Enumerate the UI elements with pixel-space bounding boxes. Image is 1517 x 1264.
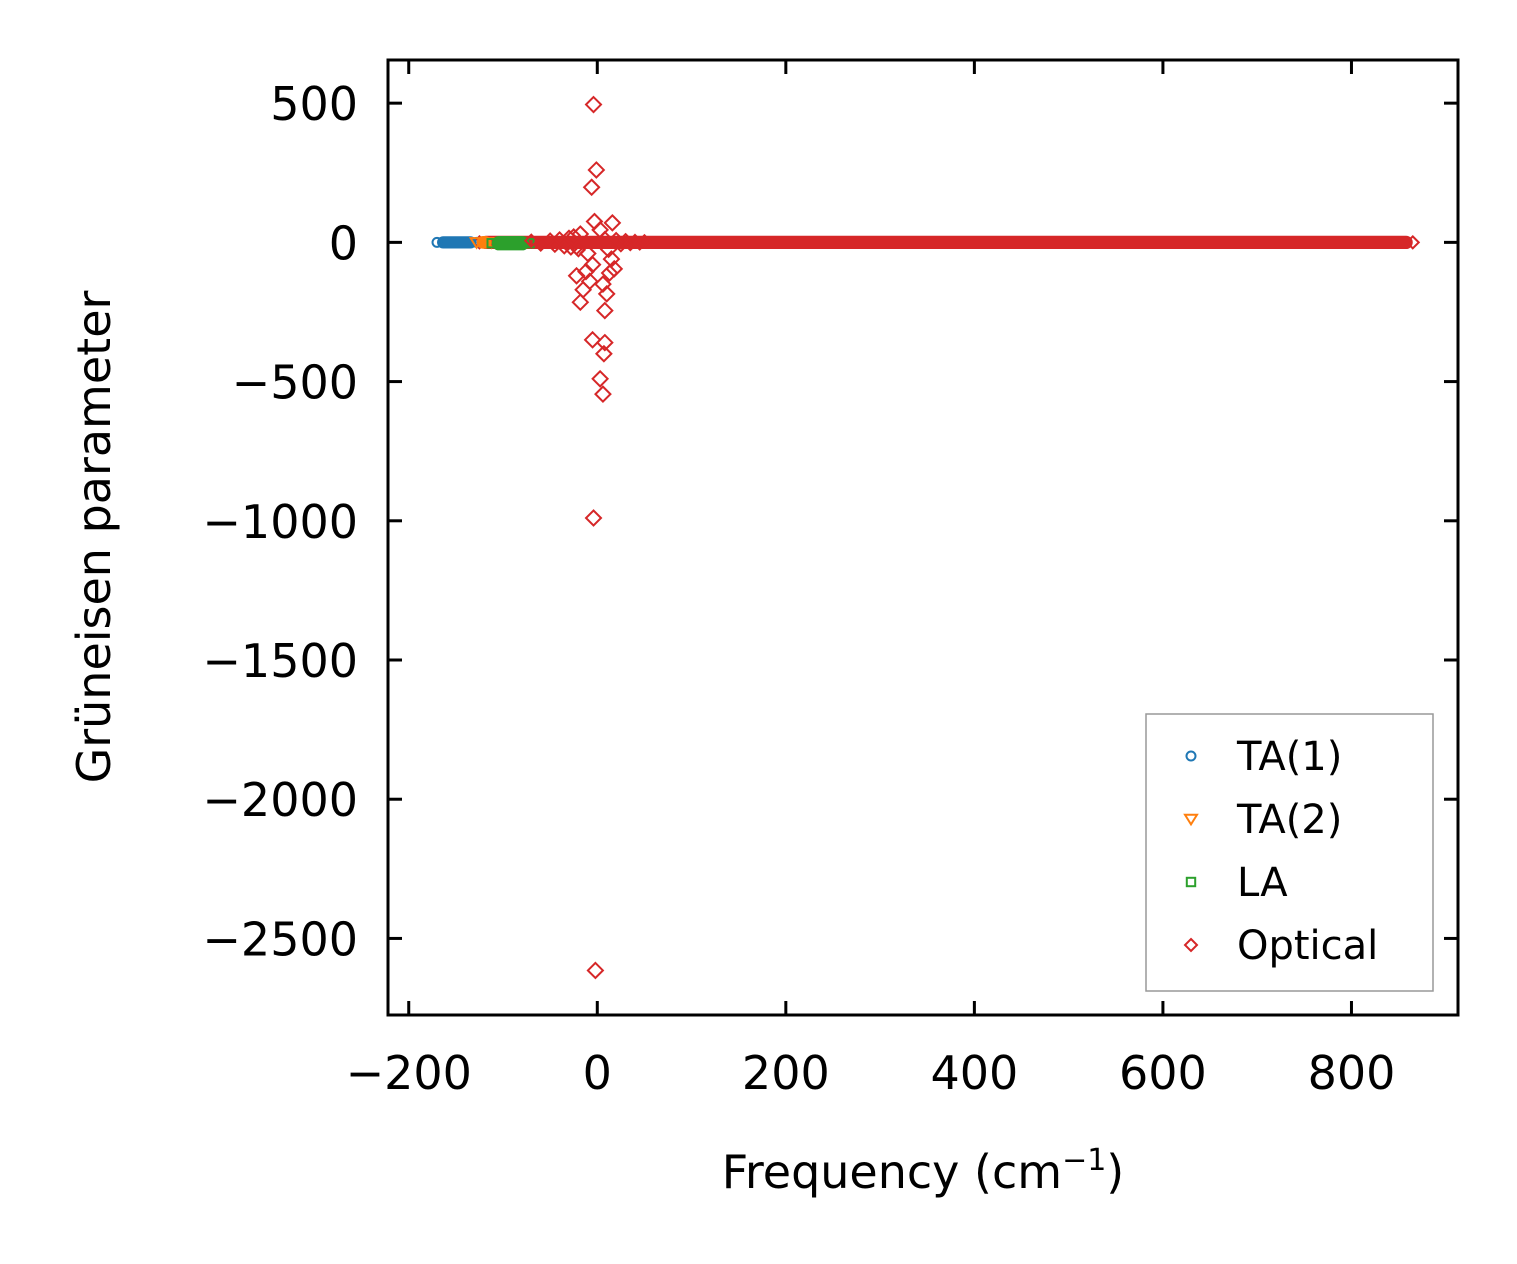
y-tick-label: −1500	[202, 634, 358, 688]
y-tick-label: −500	[232, 356, 358, 410]
data-point-optical	[523, 233, 539, 249]
x-tick-label: 200	[742, 1046, 830, 1100]
dense-point-bands	[431, 234, 1421, 251]
data-point-optical	[587, 161, 606, 179]
data-point-optical	[571, 242, 586, 258]
x-axis-label-superscript: −1	[1062, 1143, 1106, 1178]
y-axis-label: Grüneisen parameter	[67, 290, 121, 783]
data-point-optical	[566, 227, 582, 243]
data-point-optical	[533, 237, 549, 253]
data-point-optical	[599, 240, 618, 259]
y-tick-label: −1000	[202, 495, 358, 549]
legend-marker-ta-1	[1185, 750, 1197, 762]
x-axis-label: Frequency (cm−1)	[722, 1143, 1125, 1199]
x-axis-label-main: Frequency (cm	[722, 1145, 1062, 1199]
data-point-optical	[586, 961, 605, 980]
data-point-optical	[594, 385, 612, 404]
data-point-optical	[577, 262, 595, 281]
data-point-optical	[595, 333, 614, 352]
data-point-optical	[594, 275, 612, 294]
y-axis-ticks: 500 0 −500 −1000 −1500 −2000 −2500	[202, 77, 1458, 966]
legend-marker-ta-2	[1183, 813, 1199, 827]
band-end-point-optical	[1405, 234, 1421, 250]
x-tick-label: 0	[583, 1046, 612, 1100]
x-tick-label: 400	[930, 1046, 1018, 1100]
legend-label-la: LA	[1237, 860, 1288, 906]
x-tick-label: 600	[1119, 1046, 1207, 1100]
data-point-optical	[561, 229, 577, 245]
plot-frame	[386, 58, 1460, 1017]
legend-label-ta-2: TA(2)	[1236, 797, 1342, 843]
data-point-optical	[597, 284, 616, 303]
band-start-point-ta-2	[468, 237, 485, 250]
band-start-point-ta-1	[431, 236, 443, 248]
legend-label-ta-1: TA(1)	[1236, 734, 1342, 780]
data-markers	[523, 95, 652, 980]
data-point-optical	[571, 293, 590, 312]
data-point-optical	[637, 233, 652, 249]
data-point-optical	[594, 344, 613, 363]
x-tick-label: 800	[1308, 1046, 1396, 1100]
legend-entries: TA(1) TA(2) LA Optical	[1183, 734, 1378, 969]
data-point-optical	[584, 95, 603, 114]
data-point-optical	[584, 509, 603, 527]
data-point-optical	[591, 369, 610, 388]
data-point-optical	[567, 266, 586, 285]
y-tick-label: −2500	[202, 912, 358, 966]
legend-label-optical: Optical	[1237, 923, 1378, 969]
data-point-optical	[582, 178, 601, 197]
data-point-optical	[595, 230, 614, 249]
data-point-optical	[595, 301, 614, 320]
data-point-optical	[632, 236, 648, 251]
x-tick-label: −200	[346, 1046, 472, 1100]
data-point-optical	[583, 330, 602, 349]
band-start-point-la	[486, 238, 497, 249]
x-axis-ticks: −200 0 200 400 600 800	[346, 60, 1396, 1100]
legend-marker-optical	[1183, 937, 1199, 953]
y-tick-label: −2000	[202, 773, 358, 827]
data-point-optical	[603, 213, 622, 232]
data-point-optical	[600, 264, 619, 282]
band-optical	[479, 235, 1413, 250]
axes: −200 0 200 400 600 800 5000−500−1000−1500−200…	[202, 58, 1460, 1100]
legend-marker-la	[1185, 876, 1197, 888]
legend: TA(1) TA(2) LA Optical	[1145, 713, 1434, 992]
band-la	[491, 235, 530, 251]
x-axis-label-suffix: )	[1106, 1145, 1124, 1199]
band-ta-1	[437, 236, 477, 249]
y-tick-label: 500	[270, 77, 358, 131]
y-tick-label: 0	[329, 216, 358, 270]
